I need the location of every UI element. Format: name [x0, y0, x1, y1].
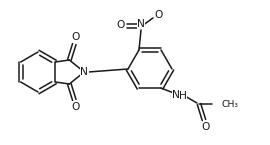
Text: CH₃: CH₃: [222, 100, 239, 109]
Text: O: O: [202, 122, 210, 132]
Text: O: O: [71, 102, 79, 112]
Text: N: N: [137, 19, 145, 29]
Text: N: N: [80, 67, 88, 77]
Text: N: N: [172, 90, 180, 100]
Text: H: H: [179, 91, 187, 101]
Text: O: O: [71, 32, 79, 42]
Text: O: O: [117, 20, 125, 30]
Text: O: O: [155, 10, 163, 20]
